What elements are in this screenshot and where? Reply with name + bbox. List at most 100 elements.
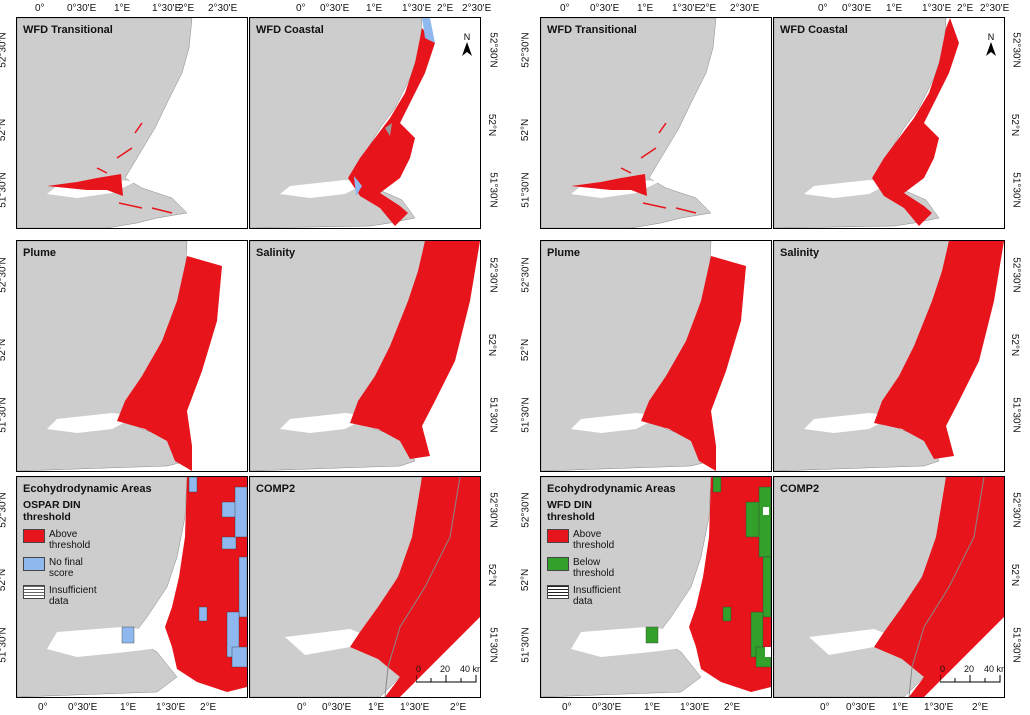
legend-title: threshold bbox=[23, 511, 71, 523]
panel-title: Ecohydrodynamic Areas bbox=[23, 483, 152, 495]
legend-title: threshold bbox=[547, 511, 595, 523]
map-panel-comp2: COMP2 0 20 40 km bbox=[249, 476, 481, 698]
legend-label: threshold bbox=[49, 540, 91, 551]
lat-tick: 51°30'N bbox=[0, 172, 9, 208]
lat-tick: 52°30'N bbox=[520, 257, 532, 293]
lon-tick: 0°30'E bbox=[322, 702, 352, 713]
legend-swatch bbox=[23, 585, 45, 599]
panel-title: Salinity bbox=[256, 247, 296, 259]
legend-swatch bbox=[23, 557, 45, 571]
legend-swatch bbox=[547, 529, 569, 543]
lat-tick: 52°N bbox=[486, 113, 498, 137]
lon-tick: 0° bbox=[38, 702, 48, 713]
lon-tick: 1°E bbox=[886, 3, 903, 14]
lon-tick: 1°E bbox=[120, 702, 137, 713]
legend-label: No final bbox=[49, 557, 83, 568]
lat-tick: 51°30'N bbox=[0, 397, 9, 433]
lat-tick: 51°30'N bbox=[487, 627, 499, 663]
legend-label: Below bbox=[573, 557, 601, 568]
lon-tick: 1°30'E bbox=[922, 3, 952, 14]
lon-tick: 2°E bbox=[700, 3, 717, 14]
legend-label: data bbox=[49, 596, 69, 607]
map-panel-ecohydrodynamic: Ecohydrodynamic Areas WFD DIN threshold … bbox=[540, 476, 772, 698]
lon-tick: 0°30'E bbox=[320, 3, 350, 14]
scale-label: 20 bbox=[964, 664, 975, 674]
lon-tick: 0°30'E bbox=[590, 3, 620, 14]
panel-title: Plume bbox=[547, 247, 581, 259]
lat-tick: 52°N bbox=[486, 333, 498, 357]
lon-tick: 2°E bbox=[178, 3, 195, 14]
lat-tick: 52°N bbox=[520, 118, 532, 142]
map-panel-wfd-coastal: WFD Coastal N bbox=[773, 17, 1005, 229]
lon-tick: 0°30'E bbox=[67, 3, 97, 14]
north-arrow-icon: N bbox=[986, 32, 996, 56]
lon-tick: 1°30'E bbox=[400, 702, 430, 713]
lon-tick: 2°E bbox=[450, 702, 467, 713]
legend-title: WFD DIN bbox=[547, 499, 592, 511]
lon-tick: 2°30'E bbox=[462, 3, 492, 14]
lat-tick: 52°30'N bbox=[0, 492, 9, 528]
panel-title: WFD Coastal bbox=[780, 24, 848, 36]
lat-tick: 51°30'N bbox=[1010, 627, 1022, 663]
lon-tick: 0°30'E bbox=[592, 702, 622, 713]
map-panel-plume: Plume bbox=[16, 240, 248, 472]
lat-tick: 52°30'N bbox=[1010, 257, 1022, 293]
lon-tick: 1°30'E bbox=[680, 702, 710, 713]
panel-title: Plume bbox=[23, 247, 57, 259]
map-panel-plume: Plume bbox=[540, 240, 772, 472]
lon-tick: 2°30'E bbox=[730, 3, 760, 14]
north-label: N bbox=[987, 32, 995, 42]
scale-label: 0 bbox=[940, 664, 946, 674]
map-panel-wfd-transitional: WFD Transitional bbox=[540, 17, 772, 229]
lat-tick: 51°30'N bbox=[0, 627, 9, 663]
lat-tick: 51°30'N bbox=[520, 172, 532, 208]
legend-label: threshold bbox=[573, 540, 615, 551]
lon-tick: 1°E bbox=[644, 702, 661, 713]
lon-tick: 0° bbox=[818, 3, 828, 14]
legend-label: Above bbox=[573, 529, 602, 540]
panel-title: COMP2 bbox=[780, 483, 820, 495]
panel-title: Ecohydrodynamic Areas bbox=[547, 483, 676, 495]
lon-tick: 0° bbox=[560, 3, 570, 14]
legend-label: Above bbox=[49, 529, 78, 540]
lat-tick: 52°30'N bbox=[487, 492, 499, 528]
lon-tick: 2°E bbox=[957, 3, 974, 14]
legend-item: Insufficient data bbox=[23, 585, 97, 607]
lon-tick: 2°E bbox=[437, 3, 454, 14]
map-panel-salinity: Salinity bbox=[249, 240, 481, 472]
lon-tick: 2°30'E bbox=[980, 3, 1010, 14]
scale-label: 40 km bbox=[984, 664, 1004, 674]
lon-tick: 1°30'E bbox=[402, 3, 432, 14]
lat-tick: 52°30'N bbox=[487, 32, 499, 68]
legend-wfd: WFD DIN threshold Above threshold Below th… bbox=[547, 499, 621, 607]
lon-tick: 1°E bbox=[368, 702, 385, 713]
lat-tick: 51°30'N bbox=[487, 397, 499, 433]
scale-label: 0 bbox=[416, 664, 422, 674]
scale-label: 40 km bbox=[460, 664, 480, 674]
lat-tick: 52°N bbox=[0, 568, 9, 592]
panel-title: Salinity bbox=[780, 247, 820, 259]
lat-tick: 51°30'N bbox=[520, 397, 532, 433]
lon-tick: 1°30'E bbox=[152, 3, 182, 14]
lat-tick: 52°30'N bbox=[487, 257, 499, 293]
lon-tick: 1°E bbox=[114, 3, 131, 14]
lon-tick: 2°E bbox=[724, 702, 741, 713]
lat-tick: 52°N bbox=[1009, 333, 1021, 357]
panel-title: WFD Transitional bbox=[23, 24, 113, 36]
legend-swatch bbox=[547, 557, 569, 571]
lat-tick: 52°N bbox=[486, 563, 498, 587]
lon-tick: 0°30'E bbox=[68, 702, 98, 713]
lon-tick: 1°E bbox=[366, 3, 383, 14]
legend-swatch bbox=[547, 585, 569, 599]
north-label: N bbox=[463, 32, 471, 42]
lon-tick: 1°30'E bbox=[924, 702, 954, 713]
lat-tick: 51°30'N bbox=[1010, 172, 1022, 208]
lon-tick: 1°30'E bbox=[672, 3, 702, 14]
lat-tick: 52°30'N bbox=[0, 32, 9, 68]
map-panel-wfd-coastal: WFD Coastal N bbox=[249, 17, 481, 229]
legend-item: Above threshold bbox=[547, 529, 621, 551]
lon-tick: 0° bbox=[35, 3, 45, 14]
lon-tick: 0° bbox=[296, 3, 306, 14]
lat-tick: 51°30'N bbox=[520, 627, 532, 663]
lat-tick: 51°30'N bbox=[487, 172, 499, 208]
